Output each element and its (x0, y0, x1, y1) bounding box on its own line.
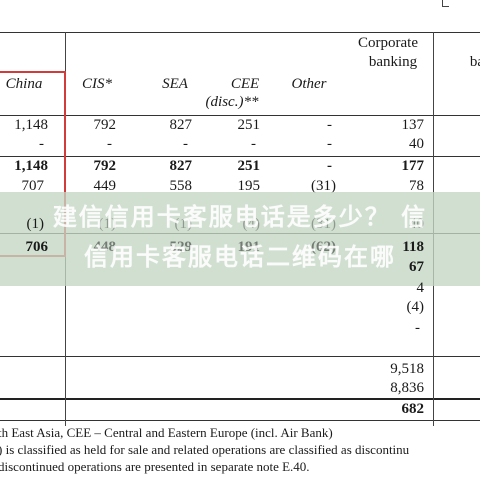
cell-sea-total: 529 (169, 239, 193, 255)
table-bottom-rule (0, 420, 480, 421)
table-top-rule (0, 32, 480, 33)
watermark-band (0, 192, 480, 286)
cell-corp: 78 (409, 178, 424, 194)
cell-cis-total: 448 (93, 239, 117, 255)
cell-sea: - (183, 136, 188, 152)
cell-other-total: (62) (311, 239, 336, 255)
cell-corp: 137 (401, 117, 425, 133)
header-bracket-mark (442, 0, 449, 7)
col-header-china: China (5, 76, 43, 92)
col-header-other: Other (291, 76, 327, 92)
cell-cee-total: 191 (237, 239, 261, 255)
cell-china: - (39, 136, 44, 152)
cell-corp: 40 (409, 216, 424, 232)
cell-other: (31) (311, 216, 336, 232)
cell-china: (1) (26, 216, 45, 232)
cell-cis: 792 (93, 117, 117, 133)
cell-corp: 9,518 (390, 361, 424, 377)
cell-sea: (1) (174, 216, 193, 232)
total-rule (0, 398, 480, 400)
cell-corp: 40 (409, 136, 424, 152)
cell-corp: (4) (406, 299, 425, 315)
section-rule (0, 356, 480, 357)
cell-other: - (327, 117, 332, 133)
cell-corp-subtotal: 177 (401, 158, 425, 174)
header-bottom-rule (0, 115, 480, 116)
col-header-cee-sub: (disc.)** (205, 94, 259, 110)
footnote-line: th East Asia, CEE – Central and Eastern … (0, 425, 333, 440)
col-header-corporate: Corporate (358, 35, 418, 51)
cell-cis: - (107, 136, 112, 152)
footnote-line: ) is classified as held for sale and rel… (0, 442, 410, 457)
cell-china: 1,148 (14, 117, 48, 133)
cell-cis-subtotal: 792 (93, 158, 117, 174)
cell-cee-subtotal: 251 (237, 158, 261, 174)
cell-other-subtotal: - (327, 158, 332, 174)
col-header-banking: banking (368, 54, 418, 70)
cell-other: (31) (311, 178, 336, 194)
cell-corp-bold: 67 (409, 259, 424, 275)
cell-other: - (327, 136, 332, 152)
col-header-cis: CIS* (82, 76, 112, 92)
cell-china-total: 706 (25, 239, 49, 255)
cell-sea: 827 (169, 117, 193, 133)
col-header-cee: CEE (230, 76, 260, 92)
cell-cee: 195 (237, 178, 261, 194)
cell-cee: (4) (242, 216, 261, 232)
cell-china: 707 (21, 178, 45, 194)
cell-corp: - (415, 320, 420, 336)
col-header-cut-off: ba (469, 54, 480, 70)
footnote-line: discontinued operations are presented in… (0, 459, 310, 474)
cell-cis: 449 (93, 178, 117, 194)
cell-corp-grand-total: 682 (401, 401, 425, 417)
cell-cee: 251 (237, 117, 261, 133)
cell-corp: 4 (416, 280, 425, 296)
col-header-sea: SEA (162, 76, 188, 92)
cell-cis: (1) (98, 216, 117, 232)
cell-corp: 8,836 (390, 380, 424, 396)
subtotal-rule (0, 156, 480, 157)
cell-sea-subtotal: 827 (169, 158, 193, 174)
watermark-text-line2: 信用卡客服电话二维码在哪 (84, 243, 396, 271)
watermark-text-line1: 建信信用卡客服电话是多少？ 信 (52, 203, 428, 231)
cell-china-subtotal: 1,148 (14, 158, 48, 174)
cell-sea: 558 (169, 178, 193, 194)
cell-cee: - (251, 136, 256, 152)
cell-corp-total: 118 (402, 239, 424, 255)
